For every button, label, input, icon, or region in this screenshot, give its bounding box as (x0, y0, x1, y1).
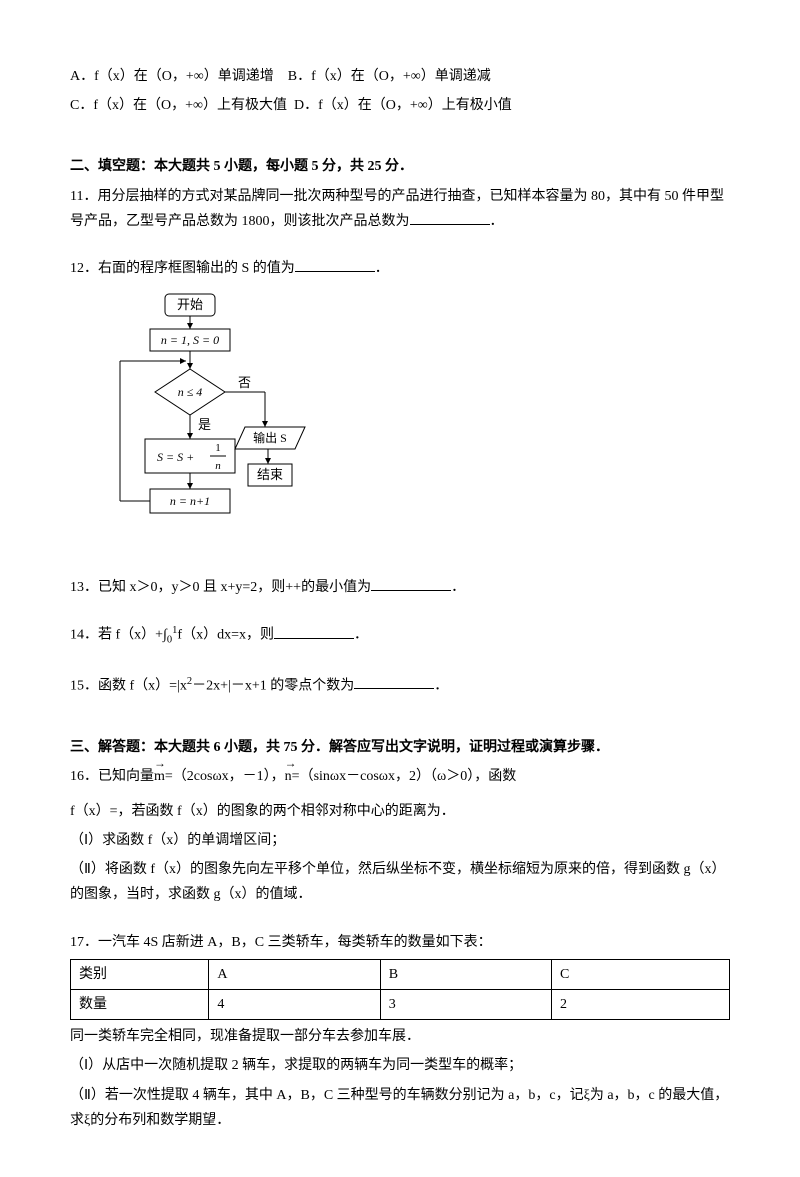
q13-end: ． (451, 580, 465, 595)
q16-a: 16．已知向量 (70, 769, 154, 784)
q17-p1: （Ⅰ）从店中一次随机提取 2 辆车，求提取的两辆车为同一类型车的概率； (70, 1053, 730, 1078)
q12: 12．右面的程序框图输出的 S 的值为 ． (70, 256, 730, 281)
th-3: C (552, 959, 730, 989)
td-0: 数量 (71, 990, 209, 1020)
q15-a: 15．函数 f（x）=|x (70, 678, 187, 693)
section3-heading: 三、解答题：本大题共 6 小题，共 75 分．解答应写出文字说明，证明过程或演算… (70, 735, 730, 760)
q11: 11．用分层抽样的方式对某品牌同一批次两种型号的产品进行抽查，已知样本容量为 8… (70, 184, 730, 234)
q11-text: 11．用分层抽样的方式对某品牌同一批次两种型号的产品进行抽查，已知样本容量为 8… (70, 189, 724, 229)
fc-cond: n ≤ 4 (178, 385, 203, 399)
fc-a1a: S = S + (157, 450, 194, 464)
fc-no: 否 (238, 375, 251, 390)
q15-end: ． (434, 678, 448, 693)
td-3: 2 (552, 990, 730, 1020)
q14-blank (274, 624, 354, 639)
q10-line1: A．f（x）在（O，+∞）单调递增 B．f（x）在（O，+∞）单调递减 (70, 64, 730, 89)
q11-blank (410, 210, 490, 225)
q16-line2: f（x）=，若函数 f（x）的图象的两个相邻对称中心的距离为． (70, 799, 730, 824)
vec-n: n (285, 764, 292, 789)
fc-a1b: 1 (215, 442, 221, 454)
q14-b: f（x）dx=x，则 (177, 628, 274, 643)
fc-a1c: n (215, 460, 221, 472)
q12-blank (295, 257, 375, 272)
q10-optB: B．f（x）在（O，+∞）单调递减 (288, 69, 491, 84)
th-0: 类别 (71, 959, 209, 989)
q16-p2: （Ⅱ）将函数 f（x）的图象先向左平移个单位，然后纵坐标不变，横坐标缩短为原来的… (70, 857, 730, 907)
q14: 14．若 f（x）+∫01f（x）dx=x，则． (70, 622, 730, 650)
fc-a2: n = n+1 (170, 494, 210, 508)
q15-b: －2x+|－x+1 的零点个数为 (192, 678, 354, 693)
fc-end: 结束 (257, 467, 283, 482)
fc-init: n = 1, S = 0 (161, 333, 219, 347)
q10-optC: C．f（x）在（O，+∞）上有极大值 (70, 98, 287, 113)
q12-text: 12．右面的程序框图输出的 S 的值为 (70, 261, 295, 276)
q17-p2: （Ⅱ）若一次性提取 4 辆车，其中 A，B，C 三种型号的车辆数分别记为 a，b… (70, 1083, 730, 1133)
vec-m: m (154, 764, 165, 789)
q13-text: 13．已知 x＞0，y＞0 且 x+y=2，则++的最小值为 (70, 580, 371, 595)
q17: 17．一汽车 4S 店新进 A，B，C 三类轿车，每类轿车的数量如下表： (70, 930, 730, 955)
q10-line2: C．f（x）在（O，+∞）上有极大值 D．f（x）在（O，+∞）上有极小值 (70, 93, 730, 118)
table-row: 类别 A B C (71, 959, 730, 989)
fc-out: 输出 S (253, 430, 287, 445)
table-row: 数量 4 3 2 (71, 990, 730, 1020)
q15: 15．函数 f（x）=|x2－2x+|－x+1 的零点个数为． (70, 673, 730, 699)
q15-blank (354, 674, 434, 689)
q13: 13．已知 x＞0，y＞0 且 x+y=2，则++的最小值为 ． (70, 575, 730, 600)
td-1: 4 (209, 990, 380, 1020)
q16-b: =（2cosωx，－1）， (165, 769, 285, 784)
q16-p1: （Ⅰ）求函数 f（x）的单调增区间； (70, 828, 730, 853)
flowchart: 开始 n = 1, S = 0 n ≤ 4 否 是 S = S + 1 n n … (100, 289, 730, 549)
q16-c: =（sinωx－cosωx，2）（ω＞0），函数 (292, 769, 517, 784)
q10-optD: D．f（x）在（O，+∞）上有极小值 (294, 98, 512, 113)
fc-yes: 是 (198, 417, 211, 432)
q14-a: 14．若 f（x）+∫ (70, 628, 167, 643)
th-2: B (380, 959, 551, 989)
fc-start: 开始 (177, 297, 203, 312)
section2-heading: 二、填空题：本大题共 5 小题，每小题 5 分，共 25 分． (70, 154, 730, 179)
flowchart-svg: 开始 n = 1, S = 0 n ≤ 4 否 是 S = S + 1 n n … (100, 289, 340, 549)
th-1: A (209, 959, 380, 989)
td-2: 3 (380, 990, 551, 1020)
q14-end: ． (354, 628, 368, 643)
q12-end: ． (375, 261, 389, 276)
q11-end: ． (490, 214, 504, 229)
q13-blank (371, 576, 451, 591)
q17-table: 类别 A B C 数量 4 3 2 (70, 959, 730, 1020)
q16-line1: 16．已知向量m=（2cosωx，－1），n=（sinωx－cosωx，2）（ω… (70, 764, 730, 789)
q10-optA: A．f（x）在（O，+∞）单调递增 (70, 69, 274, 84)
q17-after: 同一类轿车完全相同，现准备提取一部分车去参加车展． (70, 1024, 730, 1049)
